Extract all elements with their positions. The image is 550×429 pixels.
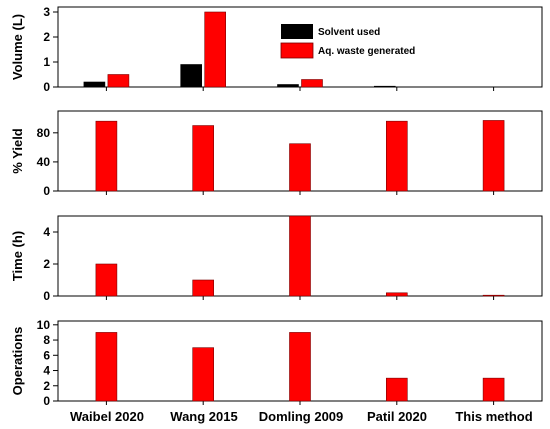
bar-time-s0-patil-2020 [385,292,408,297]
ytick-label-volume-2: 2 [43,30,50,44]
bar-volume-s0-waibel-2020 [83,81,106,88]
legend-label-waste: Aq. waste generated [318,46,415,57]
bar-yield-s0-this-method [482,120,505,192]
bar-time-s0-wang-2015 [192,279,214,297]
ytick-label-volume-0: 0 [43,80,50,94]
category-label-this-method: This method [455,409,532,424]
category-label-waibel-2020: Waibel 2020 [70,409,144,424]
ytick-label-operations-10: 10 [37,318,51,332]
legend-swatch-solvent [281,24,313,39]
bar-operations-s0-waibel-2020 [95,332,118,402]
ytick-label-time-2: 2 [43,257,50,271]
ytick-label-operations-4: 4 [43,364,50,378]
bar-yield-s0-patil-2020 [385,120,408,192]
ytick-label-yield-0: 0 [43,184,50,198]
ytick-label-operations-2: 2 [43,379,50,393]
ytick-label-operations-8: 8 [43,333,50,347]
ytick-label-operations-6: 6 [43,348,50,362]
bar-yield-s0-wang-2015 [192,125,214,192]
bar-volume-s0-domling-2009 [277,84,299,88]
bar-volume-s1-wang-2015 [204,11,226,88]
bar-volume-s0-wang-2015 [180,64,202,88]
ytick-label-yield-40: 40 [37,155,51,169]
ytick-label-operations-0: 0 [43,394,50,408]
ylabel-volume: Volume (L) [10,14,25,80]
ytick-label-time-4: 4 [43,225,50,239]
bar-volume-s1-waibel-2020 [107,74,130,88]
bar-volume-s1-domling-2009 [301,79,323,88]
ytick-label-volume-3: 3 [43,5,50,19]
category-label-domling-2009: Domling 2009 [259,409,344,424]
category-label-wang-2015: Wang 2015 [170,409,237,424]
bar-operations-s0-wang-2015 [192,347,214,402]
bar-operations-s0-domling-2009 [289,332,311,402]
ytick-label-volume-1: 1 [43,55,50,69]
ylabel-operations: Operations [10,327,25,396]
legend-label-solvent: Solvent used [318,27,380,38]
bar-time-s0-waibel-2020 [95,263,118,297]
bar-time-s0-this-method [482,294,505,297]
bar-yield-s0-waibel-2020 [95,120,118,192]
category-label-patil-2020: Patil 2020 [367,409,427,424]
bar-operations-s0-this-method [482,377,505,402]
bar-operations-s0-patil-2020 [385,377,408,402]
bar-volume-s0-patil-2020 [373,85,396,88]
legend: Solvent used Aq. waste generated [280,24,415,59]
ytick-label-yield-80: 80 [37,126,51,140]
bar-yield-s0-domling-2009 [289,143,311,192]
ylabel-yield: % Yield [10,128,25,174]
ytick-label-time-0: 0 [43,289,50,303]
ylabel-time: Time (h) [10,231,25,281]
bar-time-s0-domling-2009 [289,215,311,297]
legend-swatch-waste [280,42,314,59]
